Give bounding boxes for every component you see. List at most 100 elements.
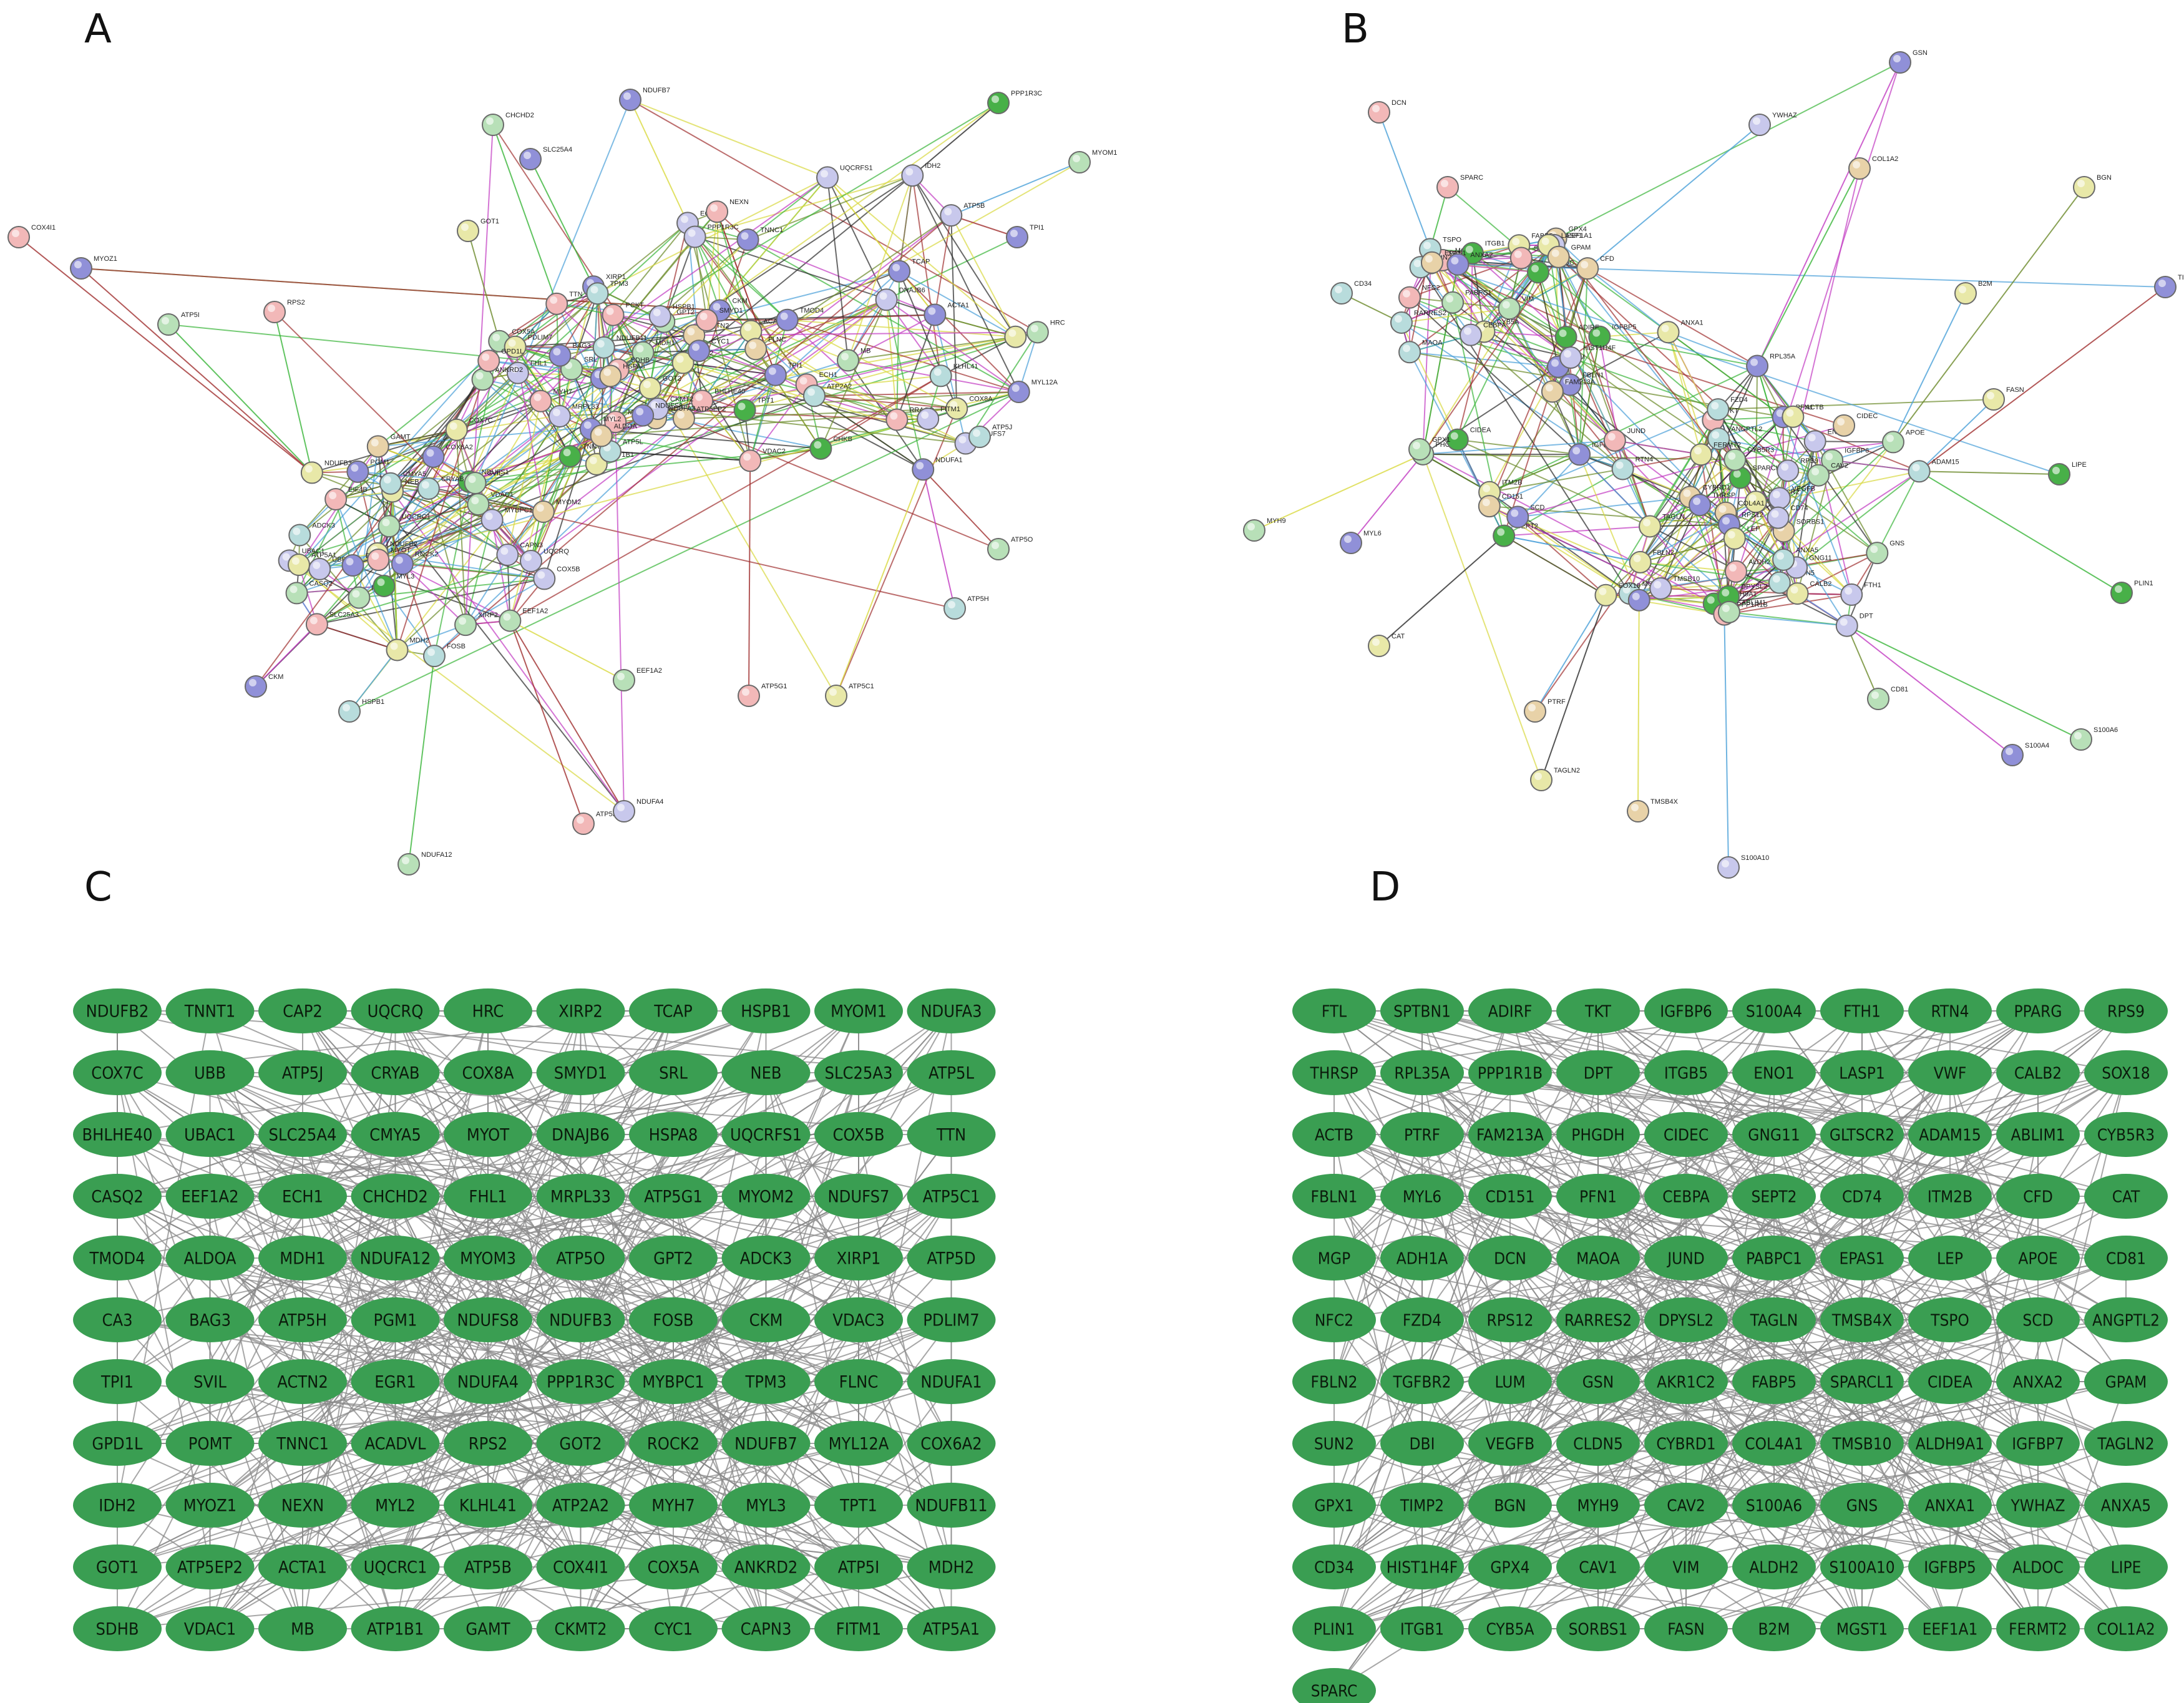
protein-node[interactable]: TPI1: [764, 362, 802, 386]
protein-node[interactable]: COX5B: [533, 565, 580, 590]
protein-node[interactable]: MYOM1: [1068, 149, 1117, 173]
protein-node[interactable]: TNNC1: [736, 227, 784, 251]
protein-node[interactable]: PDLIM7: [504, 334, 553, 358]
protein-node[interactable]: MYOM2: [532, 499, 581, 524]
protein-node[interactable]: MYOT: [367, 547, 411, 572]
protein-node[interactable]: CYC1: [688, 338, 729, 363]
protein-node[interactable]: GPD1L: [477, 348, 524, 373]
gene-node[interactable]: CAV2: [1644, 1483, 1728, 1528]
gene-node[interactable]: TMSB4X: [1820, 1297, 1904, 1342]
gene-node[interactable]: CIDEC: [1644, 1112, 1728, 1157]
protein-node[interactable]: ATP5G1: [738, 683, 787, 707]
gene-node[interactable]: NFC2: [1292, 1297, 1376, 1342]
protein-node[interactable]: ANKRD2: [471, 366, 523, 391]
protein-node[interactable]: EEF1A2: [613, 667, 662, 691]
gene-node[interactable]: TAGLN: [1732, 1297, 1816, 1342]
protein-node[interactable]: UQCRQ: [519, 548, 569, 573]
protein-node[interactable]: ATP5H: [943, 595, 989, 620]
protein-node[interactable]: SVIL: [464, 470, 503, 494]
protein-node[interactable]: FITM1: [917, 406, 960, 431]
protein-node[interactable]: HRC: [1026, 319, 1065, 344]
protein-node[interactable]: COX7C: [445, 417, 493, 441]
gene-node[interactable]: SCD: [1996, 1297, 2080, 1342]
gene-node[interactable]: ANXA5: [2084, 1483, 2168, 1528]
gene-node[interactable]: VIM: [1644, 1544, 1728, 1589]
gene-node[interactable]: CLDN5: [1556, 1421, 1640, 1466]
protein-node[interactable]: PPP1R3C: [683, 223, 739, 248]
protein-node[interactable]: DNAJB6: [875, 286, 925, 311]
protein-node[interactable]: FHL1: [506, 360, 547, 384]
protein-node[interactable]: ATP5B: [940, 202, 985, 227]
protein-node[interactable]: KLHL41: [929, 363, 978, 388]
gene-node[interactable]: TGFBR2: [1380, 1359, 1464, 1404]
protein-node[interactable]: NDUFB11: [592, 334, 647, 359]
gene-node[interactable]: EPAS1: [1820, 1236, 1904, 1281]
gene-node[interactable]: GPX4: [1468, 1544, 1552, 1589]
gene-node[interactable]: FABP5: [1732, 1359, 1816, 1404]
gene-node[interactable]: PFN1: [1556, 1174, 1640, 1219]
protein-node[interactable]: NDUFA4: [613, 798, 663, 822]
protein-node[interactable]: MYOZ1: [70, 255, 117, 280]
gene-node[interactable]: PLIN1: [1292, 1606, 1376, 1651]
gene-node[interactable]: S100A4: [1732, 988, 1816, 1033]
gene-node[interactable]: FZD4: [1380, 1297, 1464, 1342]
gene-node[interactable]: DBI: [1380, 1421, 1464, 1466]
gene-node[interactable]: RPL35A: [1380, 1050, 1464, 1095]
gene-node[interactable]: LASP1: [1820, 1050, 1904, 1095]
protein-node[interactable]: EIF4B: [324, 486, 368, 510]
gene-node[interactable]: GNG11: [1732, 1112, 1816, 1157]
gene-node[interactable]: GNS: [1820, 1483, 1904, 1528]
protein-node[interactable]: NDUFA1: [912, 456, 963, 481]
gene-node[interactable]: VEGFB: [1468, 1421, 1552, 1466]
protein-node[interactable]: MYL3: [373, 573, 414, 597]
protein-node[interactable]: MYBPC1: [480, 507, 533, 532]
protein-node[interactable]: SRL: [560, 356, 597, 381]
protein-node[interactable]: PCKT: [602, 302, 645, 326]
protein-node[interactable]: SLC25A4: [519, 146, 572, 170]
gene-node[interactable]: ALDH9A1: [1908, 1421, 1992, 1466]
protein-node[interactable]: TNNT1: [558, 443, 605, 468]
protein-node[interactable]: HSPB1: [338, 698, 384, 723]
gene-node[interactable]: ABLIM1: [1996, 1112, 2080, 1157]
protein-node[interactable]: FOSB: [422, 643, 466, 668]
protein-node[interactable]: CKM: [245, 673, 283, 698]
gene-node[interactable]: S100A6: [1732, 1483, 1816, 1528]
protein-node[interactable]: FLNC: [744, 336, 786, 361]
gene-node[interactable]: VWF: [1908, 1050, 1992, 1095]
gene-node[interactable]: PTRF: [1380, 1112, 1464, 1157]
protein-node[interactable]: NDUFA12: [397, 851, 452, 876]
protein-node[interactable]: BHLHE40: [691, 388, 745, 412]
protein-node[interactable]: GOT1: [457, 218, 499, 242]
protein-node[interactable]: ADCK3: [288, 522, 335, 547]
gene-node[interactable]: MYL6: [1380, 1174, 1464, 1219]
protein-node[interactable]: GAMT: [366, 433, 411, 458]
gene-node[interactable]: ENO1: [1732, 1050, 1816, 1095]
gene-node[interactable]: TMSB10: [1820, 1421, 1904, 1466]
protein-node[interactable]: PGM1: [346, 459, 390, 483]
protein-node[interactable]: TCAP: [888, 258, 930, 283]
protein-node[interactable]: COX6A2: [422, 444, 473, 468]
protein-node[interactable]: HSPB1: [648, 303, 695, 328]
protein-node[interactable]: COX8A: [945, 396, 993, 420]
gene-node[interactable]: ANXA1: [1908, 1483, 1992, 1528]
protein-node[interactable]: NDUFS8: [631, 403, 683, 427]
protein-node[interactable]: MRPL33: [548, 403, 599, 428]
protein-node[interactable]: CRYAB: [417, 476, 464, 500]
gene-node[interactable]: CD74: [1820, 1174, 1904, 1219]
protein-node[interactable]: NDUFB3: [300, 459, 352, 484]
gene-node[interactable]: CD81: [2084, 1236, 2168, 1281]
gene-node[interactable]: GLTSCR2: [1820, 1112, 1904, 1157]
gene-node[interactable]: SEPT2: [1732, 1174, 1816, 1219]
gene-node[interactable]: ADAM15: [1908, 1112, 1992, 1157]
gene-node[interactable]: JUND: [1644, 1236, 1728, 1281]
gene-node[interactable]: MGP: [1292, 1236, 1376, 1281]
gene-node[interactable]: ALDH2: [1732, 1544, 1816, 1589]
protein-node[interactable]: CASQ2: [285, 580, 333, 605]
protein-node[interactable]: UQCRC1: [378, 513, 431, 538]
gene-node[interactable]: FAM213A: [1468, 1112, 1552, 1157]
gene-node[interactable]: CD151: [1468, 1174, 1552, 1219]
gene-node[interactable]: BGN: [1468, 1483, 1552, 1528]
protein-node[interactable]: ATP5D: [572, 811, 618, 835]
gene-node[interactable]: THRSP: [1292, 1050, 1376, 1095]
protein-node[interactable]: MDH2: [386, 637, 429, 661]
